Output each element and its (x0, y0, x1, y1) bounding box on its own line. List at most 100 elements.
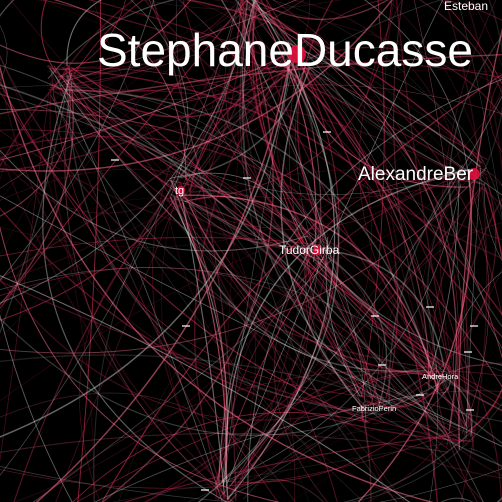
edge (242, 390, 502, 500)
minor-nodes-layer (111, 131, 478, 491)
edge (349, 402, 502, 502)
node-fabrizioperin[interactable]: FabrizioPerin (352, 404, 396, 413)
edge (245, 0, 297, 41)
edge (52, 67, 502, 316)
node-tg[interactable]: tg (175, 185, 185, 197)
edge (364, 420, 398, 502)
edge (220, 0, 332, 259)
edge (94, 392, 428, 502)
edge (457, 197, 502, 427)
edge (61, 93, 405, 502)
edge (457, 0, 502, 219)
edge (145, 187, 481, 502)
edge (0, 80, 369, 422)
edge (271, 0, 502, 221)
node-alexandreber[interactable]: AlexandreBer (358, 164, 480, 185)
edge (70, 67, 364, 398)
minor-node (323, 131, 331, 133)
edge (227, 402, 369, 498)
edge (304, 178, 480, 254)
edge (283, 65, 430, 389)
edge (245, 0, 458, 431)
edge (231, 479, 325, 502)
edge (0, 54, 502, 115)
edge (170, 179, 227, 479)
edge (425, 381, 502, 444)
edge (151, 13, 257, 502)
edge (317, 243, 485, 502)
edge (191, 190, 305, 241)
node-tudorgirba[interactable]: TudorGirba (279, 243, 340, 257)
minor-node (470, 325, 478, 327)
edge (32, 259, 333, 502)
edge (197, 61, 340, 502)
edge (180, 0, 249, 178)
edge (221, 235, 312, 501)
edge (187, 0, 393, 201)
edge (0, 195, 459, 427)
edge (452, 271, 502, 429)
edge (0, 466, 237, 502)
edge (242, 0, 321, 240)
edge (251, 0, 325, 238)
edge (387, 0, 486, 176)
edge (46, 65, 226, 493)
edge (0, 432, 449, 453)
minor-node (111, 159, 119, 161)
minor-node (182, 325, 190, 327)
edge (92, 0, 382, 420)
edge (130, 0, 189, 197)
edge (484, 187, 502, 262)
edge (234, 0, 243, 12)
edge (227, 0, 336, 500)
edge (61, 85, 502, 466)
edge (51, 71, 384, 398)
edge (287, 44, 438, 502)
node-andrehora[interactable]: AndreHora (422, 372, 459, 381)
edge (0, 64, 62, 90)
node-stephaneducasse[interactable]: StephaneDucasse (97, 24, 473, 76)
edge (175, 198, 375, 412)
edge (47, 2, 238, 91)
edge (148, 0, 502, 407)
edge (184, 204, 310, 502)
edge (0, 0, 255, 304)
edge (0, 168, 329, 251)
edge (66, 73, 383, 416)
edge (182, 0, 502, 399)
edge (0, 0, 242, 321)
node-label: FabrizioPerin (352, 404, 396, 413)
node-label: AndreHora (422, 372, 459, 381)
edge (0, 169, 472, 340)
edge (383, 0, 433, 366)
edge (144, 0, 502, 259)
edge (273, 237, 329, 502)
edge (47, 64, 69, 87)
edge (427, 370, 502, 412)
minor-node (243, 177, 251, 179)
minor-node (201, 489, 209, 491)
edge (364, 386, 450, 424)
edge (0, 317, 450, 436)
node-esteban[interactable]: Esteban (444, 0, 488, 13)
edge (0, 167, 487, 354)
edge (0, 236, 321, 257)
edge (303, 54, 502, 254)
edge (357, 174, 472, 502)
edge (101, 73, 502, 502)
edge (177, 0, 255, 196)
edge (212, 0, 502, 88)
edge (479, 167, 502, 186)
edge (13, 188, 172, 502)
edge (52, 89, 73, 95)
edge (0, 354, 467, 433)
edge (0, 68, 310, 280)
edge (55, 2, 261, 502)
edge (433, 176, 497, 375)
edge (0, 64, 435, 502)
edge (364, 372, 450, 408)
edge (47, 0, 176, 79)
edge (239, 371, 444, 480)
edge (465, 387, 502, 434)
edge (118, 172, 461, 502)
